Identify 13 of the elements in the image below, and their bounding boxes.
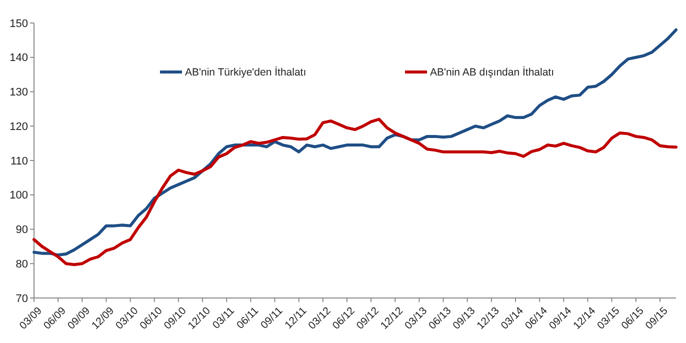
y-tick-label: 90 (16, 224, 28, 236)
y-tick-label: 150 (10, 18, 28, 30)
legend-label: AB'nin AB dışından İthalatı (430, 66, 554, 79)
y-tick-label: 120 (10, 120, 28, 133)
legend-label: AB'nin Türkiye'den İthalatı (185, 66, 306, 79)
y-tick-label: 80 (16, 258, 28, 270)
y-tick-label: 110 (10, 155, 28, 168)
y-tick-label: 140 (10, 52, 28, 64)
y-tick-label: 130 (10, 86, 28, 99)
y-tick-label: 70 (16, 292, 28, 305)
line-series (32, 118, 678, 266)
line-series (32, 28, 678, 257)
y-tick-label: 100 (10, 190, 28, 202)
